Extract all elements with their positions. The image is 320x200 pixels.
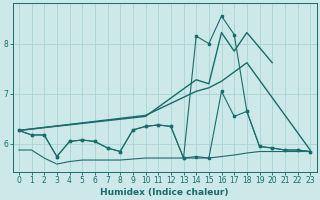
X-axis label: Humidex (Indice chaleur): Humidex (Indice chaleur) [100, 188, 229, 197]
